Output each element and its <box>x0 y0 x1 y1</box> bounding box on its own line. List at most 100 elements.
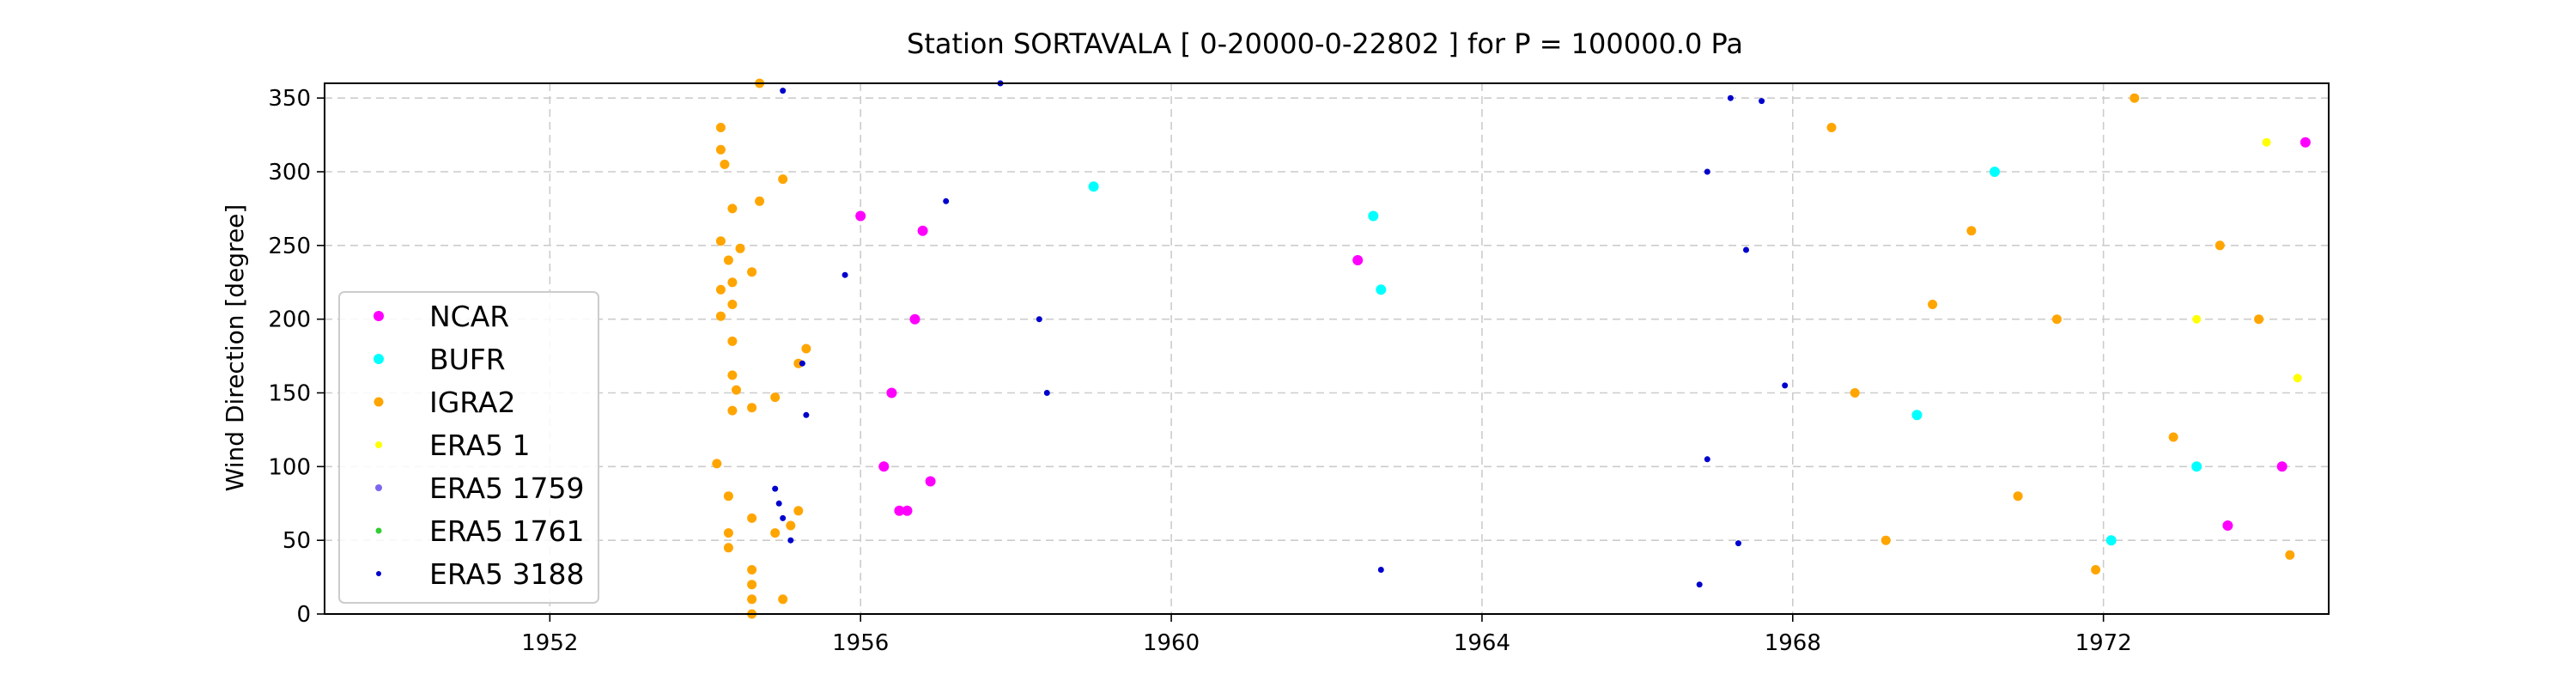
plot-frame <box>324 82 2330 615</box>
x-tick-label: 1972 <box>2075 630 2132 656</box>
point-ncar <box>886 387 897 398</box>
point-era5-3188 <box>1759 98 1765 105</box>
point-igra2 <box>715 311 726 321</box>
y-axis-label: Wind Direction [degree] <box>221 204 249 492</box>
point-bufr <box>1368 210 1379 222</box>
point-igra2 <box>723 491 733 502</box>
x-tick-label: 1956 <box>832 630 889 656</box>
point-bufr <box>1088 181 1099 192</box>
point-igra2 <box>727 277 738 288</box>
point-era5-3188 <box>1377 567 1384 573</box>
point-igra2 <box>755 196 765 206</box>
point-ncar <box>917 225 928 236</box>
point-ncar <box>925 476 936 487</box>
point-era5-3188 <box>772 485 779 492</box>
point-igra2 <box>2091 565 2101 575</box>
point-era5-3188 <box>1704 456 1710 463</box>
point-igra2 <box>747 267 757 277</box>
point-igra2 <box>2254 314 2264 325</box>
point-ncar <box>902 505 913 516</box>
point-igra2 <box>1826 123 1837 132</box>
point-ncar <box>855 210 866 222</box>
point-igra2 <box>747 580 757 590</box>
point-igra2 <box>715 123 726 132</box>
y-axis-ticks: 0 50 100 150 200 250 300 350 <box>268 86 325 628</box>
point-era5-1 <box>2262 137 2271 147</box>
y-tick-label: 300 <box>268 160 311 185</box>
y-tick-label: 200 <box>268 307 311 333</box>
point-igra2 <box>727 336 738 346</box>
y-tick-label: 0 <box>296 602 311 628</box>
legend-box <box>338 291 599 604</box>
point-igra2 <box>747 565 757 575</box>
point-ncar <box>909 313 920 325</box>
legend-label: IGRA2 <box>429 386 515 419</box>
point-ncar <box>1352 255 1364 265</box>
point-igra2 <box>1850 388 1860 398</box>
point-era5-3188 <box>799 360 805 367</box>
legend: NCAR BUFR IGRA2 ERA5 1 ERA5 1759 ERA5 1761 ERA… <box>338 291 599 604</box>
point-era5-3188 <box>943 198 950 204</box>
point-bufr <box>2105 535 2117 546</box>
legend-label: BUFR <box>429 343 506 376</box>
x-tick-label: 1952 <box>521 630 578 656</box>
point-igra2 <box>723 255 733 265</box>
y-tick-label: 150 <box>268 381 311 407</box>
point-igra2 <box>723 543 733 553</box>
point-igra2 <box>778 594 788 605</box>
data-points <box>712 78 2311 619</box>
point-bufr <box>1911 410 1923 421</box>
point-bufr <box>2191 461 2202 472</box>
point-era5-3188 <box>1743 246 1749 253</box>
legend-label: NCAR <box>429 300 509 333</box>
legend-label: ERA5 1759 <box>429 471 585 505</box>
x-tick-label: 1960 <box>1143 630 1200 656</box>
point-igra2 <box>786 520 796 531</box>
point-igra2 <box>2285 550 2295 560</box>
point-igra2 <box>747 594 757 605</box>
legend-marker <box>376 571 381 576</box>
point-ncar <box>2300 137 2311 148</box>
point-era5-3188 <box>780 514 787 521</box>
legend-marker <box>375 527 382 534</box>
legend-marker <box>375 484 382 491</box>
point-igra2 <box>732 385 741 395</box>
point-ncar <box>2222 520 2233 531</box>
point-igra2 <box>715 236 726 246</box>
y-tick-label: 350 <box>268 86 311 112</box>
point-era5-3188 <box>1782 382 1789 389</box>
point-igra2 <box>747 403 757 413</box>
point-igra2 <box>793 506 804 516</box>
point-igra2 <box>770 528 781 538</box>
point-igra2 <box>2215 240 2225 251</box>
point-igra2 <box>2051 314 2062 325</box>
point-igra2 <box>747 513 757 523</box>
point-era5-3188 <box>1036 316 1042 323</box>
point-igra2 <box>801 344 811 354</box>
point-igra2 <box>727 300 738 309</box>
legend-marker <box>374 311 384 321</box>
point-ncar <box>878 461 890 472</box>
y-tick-label: 250 <box>268 234 311 259</box>
point-igra2 <box>727 405 738 416</box>
point-igra2 <box>778 174 788 185</box>
point-igra2 <box>1928 300 1938 309</box>
y-tick-label: 50 <box>283 528 311 554</box>
legend-marker <box>374 354 384 364</box>
legend-marker <box>374 397 384 407</box>
point-era5-3188 <box>787 537 794 544</box>
point-bufr <box>1376 284 1387 295</box>
point-ncar <box>2276 461 2287 472</box>
point-ncar <box>894 505 905 516</box>
point-igra2 <box>727 370 738 380</box>
point-igra2 <box>720 159 730 169</box>
point-igra2 <box>2129 93 2140 103</box>
point-igra2 <box>723 528 733 538</box>
point-era5-3188 <box>1735 540 1741 547</box>
point-igra2 <box>2013 491 2023 502</box>
point-era5-3188 <box>780 88 787 94</box>
point-igra2 <box>715 284 726 295</box>
point-igra2 <box>1966 226 1977 236</box>
point-era5-3188 <box>841 271 848 278</box>
